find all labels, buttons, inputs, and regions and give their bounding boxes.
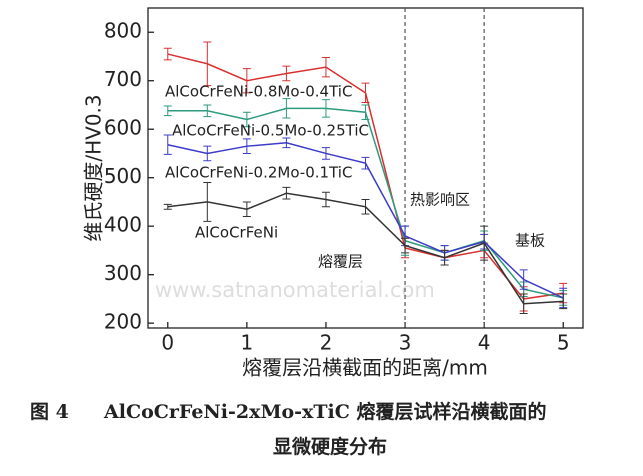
- caption-line: 显微硬度分布: [273, 435, 387, 458]
- x-axis-label: 熔覆层沿横截面的距离/mm: [242, 356, 488, 380]
- series-label: AlCoCrFeNi: [195, 224, 278, 242]
- error-bar: [361, 199, 370, 215]
- error-bar: [480, 225, 489, 261]
- x-tick-label: 4: [478, 331, 491, 355]
- y-tick-label: 300: [104, 261, 142, 285]
- error-bar: [163, 47, 172, 61]
- x-tick-label: 1: [240, 331, 253, 355]
- error-bar: [361, 82, 370, 104]
- series-label: AlCoCrFeNi-0.8Mo-0.4TiC: [165, 83, 352, 101]
- error-bar: [282, 137, 291, 149]
- error-bar: [242, 111, 251, 128]
- error-bar: [282, 65, 291, 82]
- plot-frame: [147, 7, 584, 329]
- error-bar: [321, 191, 330, 208]
- error-bar: [361, 104, 370, 121]
- y-tick-label: 400: [104, 213, 142, 237]
- x-tick-label: 5: [557, 331, 570, 355]
- error-bar: [361, 156, 370, 170]
- y-tick-label: 700: [104, 67, 142, 91]
- y-axis-label: 维氏硬度/HV0.3: [82, 94, 106, 241]
- error-bar: [163, 105, 172, 117]
- error-bar: [321, 147, 330, 160]
- region-label: 基板: [515, 232, 545, 250]
- region-label: 热影响区: [410, 191, 470, 209]
- error-bar: [401, 237, 410, 254]
- error-bar: [519, 293, 528, 314]
- x-tick-label: 3: [399, 331, 412, 355]
- series-label: AlCoCrFeNi-0.5Mo-0.25TiC: [172, 122, 369, 140]
- error-bar: [440, 249, 449, 266]
- error-bar: [559, 293, 568, 310]
- series-label: AlCoCrFeNi-0.2Mo-0.1TiC: [165, 164, 352, 182]
- y-tick-label: 600: [104, 116, 142, 140]
- caption-line: AlCoCrFeNi-2xMo-xTiC 熔覆层试样沿横截面的: [103, 400, 546, 423]
- watermark: www.satnanomaterial.com: [155, 278, 435, 302]
- y-tick-label: 500: [104, 164, 142, 188]
- error-bar: [163, 203, 172, 210]
- x-tick-label: 2: [320, 331, 333, 355]
- error-bar: [242, 138, 251, 154]
- y-tick-label: 200: [104, 310, 142, 334]
- error-bar: [203, 145, 212, 162]
- error-bar: [321, 99, 330, 118]
- error-bar: [242, 68, 251, 94]
- y-tick-label: 800: [104, 19, 142, 43]
- error-bar: [321, 56, 330, 78]
- region-label: 熔覆层: [318, 253, 363, 271]
- error-bar: [203, 104, 212, 118]
- error-bar: [282, 98, 291, 119]
- x-tick-label: 0: [161, 331, 174, 355]
- error-bar: [203, 182, 212, 222]
- error-bar: [519, 269, 528, 290]
- error-bar: [242, 201, 251, 217]
- error-bar: [203, 41, 212, 87]
- error-bar: [163, 134, 172, 155]
- figure-number: 图 4: [30, 401, 69, 423]
- error-bar: [282, 186, 291, 200]
